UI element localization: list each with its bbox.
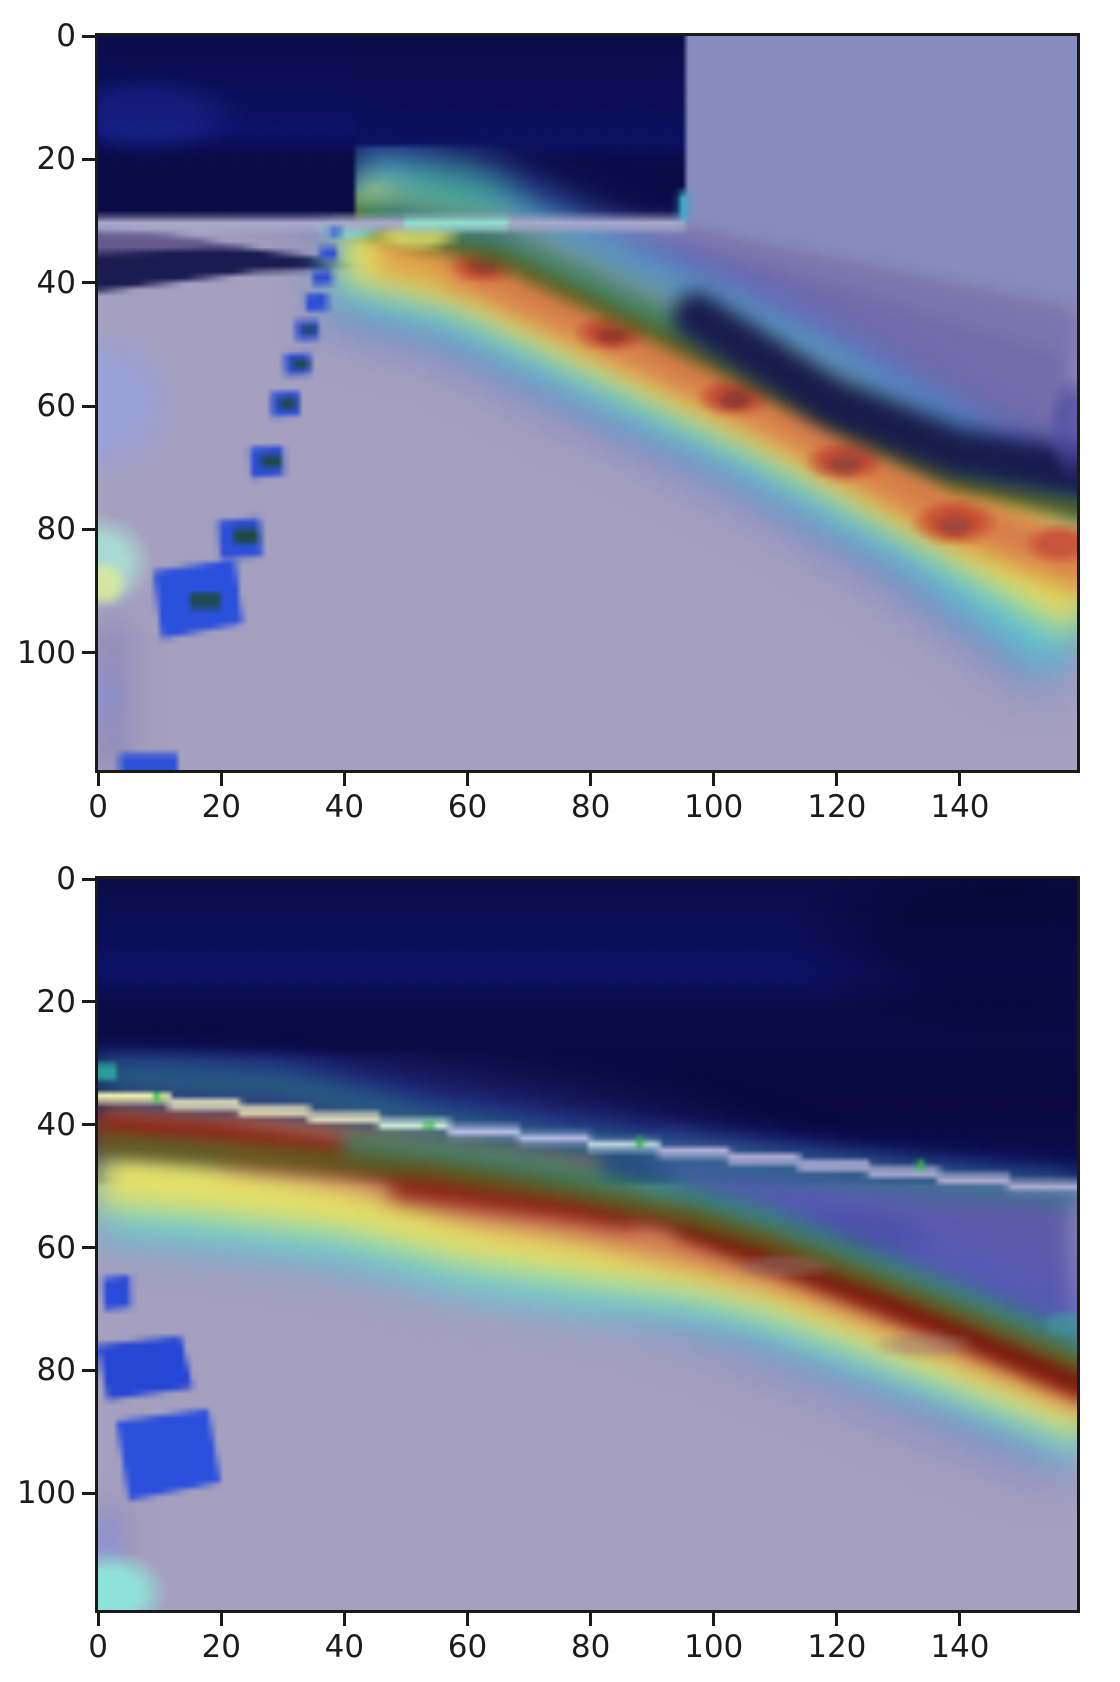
y-tick-label: 40 [36,1106,76,1143]
y-tick-mark [82,877,95,881]
y-tick-mark [82,1123,95,1127]
y-tick-label: 100 [16,1475,76,1512]
heatmap-canvas-top [98,36,1077,770]
x-tick-mark [712,1613,716,1626]
x-tick-label: 100 [684,1629,744,1665]
x-tick-label: 20 [201,789,241,825]
x-tick-mark [958,1613,962,1626]
x-tick-label: 120 [807,1629,867,1665]
y-tick-mark [82,404,95,408]
x-tick-label: 60 [447,1629,488,1665]
y-tick-mark [82,1246,95,1250]
x-tick-mark [589,773,593,786]
x-tick-label: 0 [88,789,108,825]
x-tick-label: 40 [324,1629,365,1665]
y-tick-mark [82,1491,95,1495]
x-tick-label: 80 [570,1629,611,1665]
y-tick-label: 40 [36,264,76,301]
y-tick-label: 100 [16,634,76,671]
x-tick-label: 140 [930,789,990,825]
x-tick-label: 80 [570,789,611,825]
x-tick-mark [96,773,100,786]
y-tick-label: 20 [36,141,76,178]
y-tick-mark [82,1368,95,1372]
x-tick-mark [589,1613,593,1626]
x-tick-mark [958,773,962,786]
x-tick-mark [219,773,223,786]
x-tick-mark [342,773,346,786]
saliency-plot-top [95,33,1080,773]
x-tick-mark [96,1613,100,1626]
x-tick-label: 40 [324,789,365,825]
x-tick-mark [712,773,716,786]
x-tick-label: 120 [807,789,867,825]
x-tick-label: 100 [684,789,744,825]
y-tick-label: 60 [36,388,76,425]
y-tick-label: 20 [36,983,76,1020]
x-tick-label: 60 [447,789,488,825]
x-tick-mark [342,1613,346,1626]
x-tick-mark [465,1613,469,1626]
y-tick-label: 80 [36,511,76,548]
y-tick-label: 0 [56,18,76,55]
x-tick-label: 20 [201,1629,241,1665]
y-tick-mark [82,157,95,161]
y-tick-mark [82,527,95,531]
y-tick-label: 0 [56,861,76,898]
x-tick-label: 140 [930,1629,990,1665]
saliency-plot-bottom [95,876,1080,1613]
y-tick-mark [82,281,95,285]
y-tick-mark [82,651,95,655]
y-tick-mark [82,1000,95,1004]
x-tick-mark [219,1613,223,1626]
y-tick-label: 60 [36,1229,76,1266]
heatmap-canvas-bottom [98,879,1077,1610]
y-tick-mark [82,34,95,38]
x-tick-mark [835,1613,839,1626]
x-tick-label: 0 [88,1629,108,1665]
x-tick-mark [835,773,839,786]
y-tick-label: 80 [36,1352,76,1389]
x-tick-mark [465,773,469,786]
